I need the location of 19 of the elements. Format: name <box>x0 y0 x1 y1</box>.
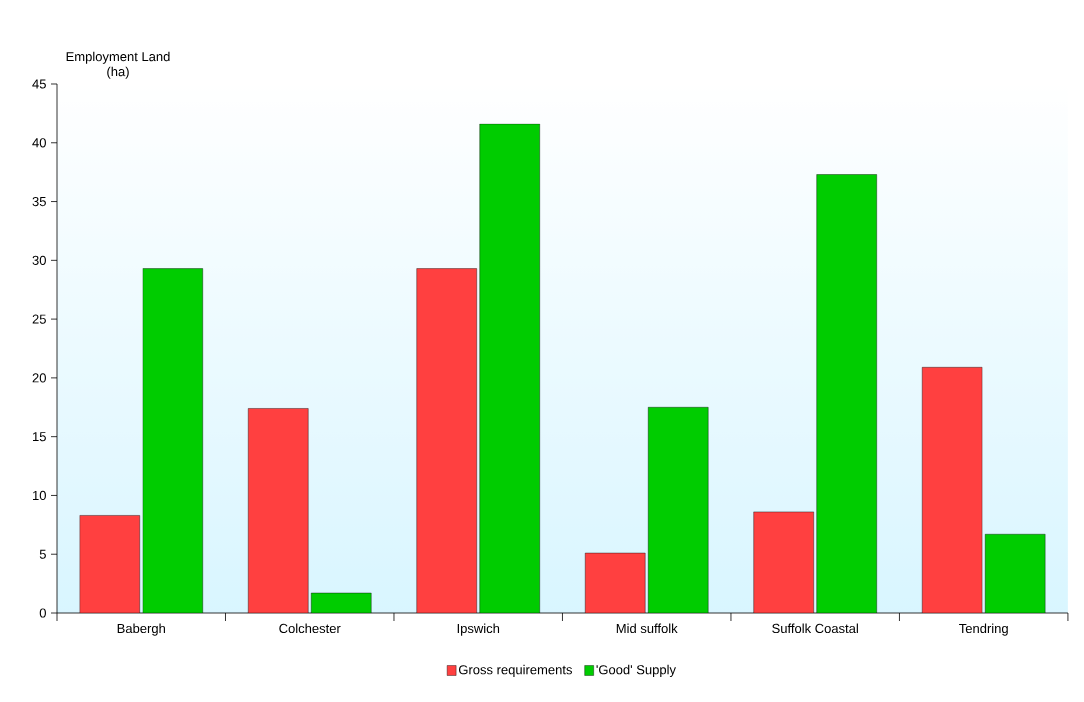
y-tick-label: 10 <box>33 490 46 501</box>
x-tick-label: Suffolk Coastal <box>772 623 858 634</box>
x-tick-label: Tendring <box>959 623 1008 636</box>
y-tick-label: 0 <box>39 608 46 618</box>
y-tick-label: 25 <box>32 314 46 324</box>
x-tick-label: Mid suffolk <box>616 623 678 634</box>
x-tick-label: Colchester <box>279 623 341 634</box>
x-tick-label: Ipswich <box>457 623 500 636</box>
legend-label: Gross requirements <box>458 664 572 677</box>
y-tick-label: 30 <box>32 255 46 265</box>
x-tick-label: Babergh <box>117 623 165 636</box>
y-axis-title: Employment Land (ha) <box>66 51 170 79</box>
y-tick-label: 15 <box>33 432 46 442</box>
y-tick-label: 45 <box>32 79 46 89</box>
y-tick-label: 35 <box>32 196 46 207</box>
legend-label: 'Good' Supply <box>596 664 676 677</box>
y-tick-label: 5 <box>39 549 46 559</box>
y-tick-label: 40 <box>32 138 46 148</box>
y-tick-label: 20 <box>32 373 46 383</box>
